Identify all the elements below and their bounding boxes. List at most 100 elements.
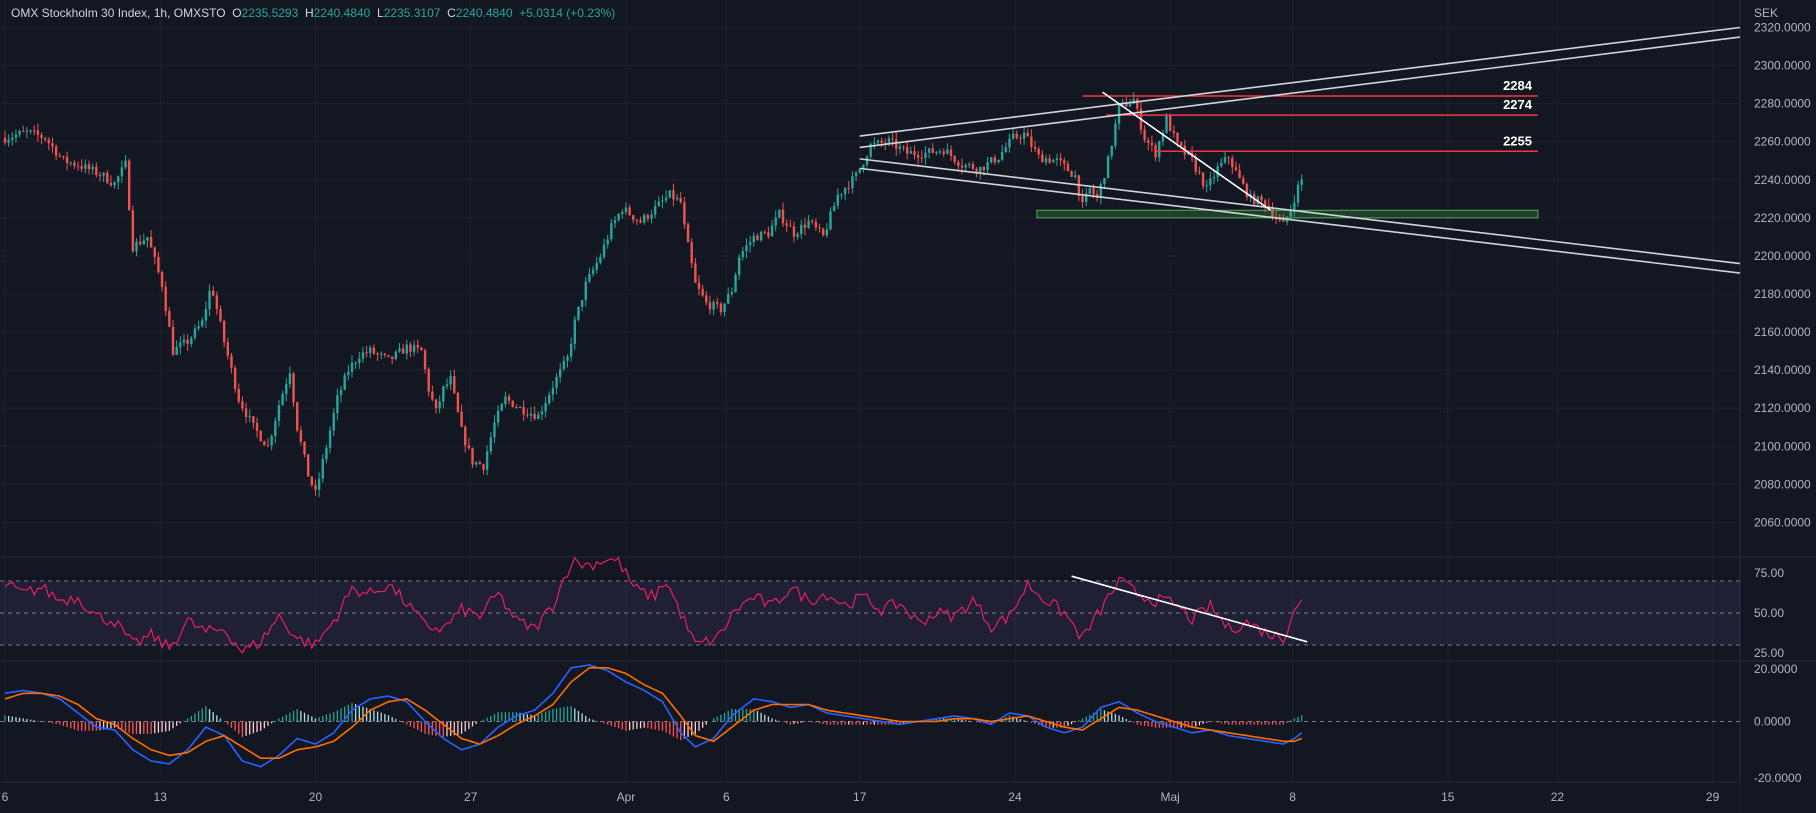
candle-body [296,402,299,431]
candle-body [774,217,777,226]
candle [69,161,72,167]
candle [244,402,248,424]
candle [1070,170,1073,178]
candle-body [40,134,43,138]
candle-body [58,155,61,157]
candle [716,297,719,309]
candle [350,355,354,378]
candle-body [1209,178,1212,186]
candle-body [792,226,796,237]
candle-body [979,166,982,173]
candle [1242,175,1245,186]
candle-body [646,215,650,219]
candle-body [1081,195,1084,203]
candle [737,253,741,280]
candle-body [29,130,32,132]
candle-body [1117,104,1121,124]
symbol-legend: OMX Stockholm 30 Index, 1h, OMXSTO O2235… [11,6,615,20]
high-value: 2240.4840 [313,6,371,20]
channel-line-0 [859,26,1741,137]
candle [241,396,244,412]
candle-body [832,205,836,212]
candle-body [339,389,343,396]
candle [705,291,708,306]
candle [164,281,167,317]
candle-body [975,168,978,173]
trendlines [859,26,1741,274]
time-tick-8: Maj [1161,790,1180,804]
candle-body [401,348,405,354]
candle-body [588,273,591,282]
candle [168,307,171,328]
candle [485,445,489,476]
candle-body [117,176,120,183]
candle [789,219,792,227]
candle [33,125,36,136]
candle [796,231,799,240]
candle [420,346,423,351]
candle-body [76,165,80,167]
candle [1245,182,1249,201]
candle-body [1234,167,1238,171]
candle [321,454,324,483]
candle-body [1194,157,1197,172]
candle [778,209,781,219]
candle [518,405,522,408]
candle [986,156,989,175]
candle-body [1128,103,1132,107]
candle-body [1103,178,1106,184]
candle [566,354,569,368]
candle [540,405,544,421]
candle-body [380,353,383,355]
candle [763,230,766,235]
candle [580,299,584,312]
candle [690,238,693,268]
candle-body [719,303,723,313]
candle [876,139,880,145]
candle [624,202,628,215]
candle-body [493,422,496,438]
candle [1201,171,1205,190]
candle [679,192,682,204]
candle-body [803,224,807,228]
candle [675,193,679,202]
candle-body [277,405,281,421]
candle-body [935,151,938,153]
candle [668,190,671,199]
candle [562,355,566,372]
currency-label: SEK [1754,6,1778,20]
candle [482,463,485,475]
time-tick-5: 6 [723,790,730,804]
candle-body [445,384,449,387]
candle-body [80,166,83,169]
candle-body [328,430,332,448]
candle-body [1296,184,1300,203]
candle [1000,144,1004,161]
candle-body [405,344,408,354]
candle [628,204,631,217]
candle-body [957,161,960,166]
candle-body [113,182,116,186]
candle [18,129,21,138]
candle-body [643,215,646,223]
candle [1048,154,1051,164]
candle [467,437,471,450]
candle [474,461,478,467]
candle [595,257,598,274]
candle-body [836,194,839,206]
channel-line-3 [859,167,1741,274]
candle [854,170,858,182]
candle-body [891,138,894,140]
candle-body [263,441,266,446]
candle-body [179,342,182,347]
candle [1205,180,1208,193]
candle-body [109,182,113,186]
candle-body [1260,196,1263,201]
candle [821,227,825,237]
candle [343,372,346,391]
candle [91,163,94,175]
candle [54,144,58,161]
candle-body [427,369,430,392]
candle [1125,97,1128,108]
